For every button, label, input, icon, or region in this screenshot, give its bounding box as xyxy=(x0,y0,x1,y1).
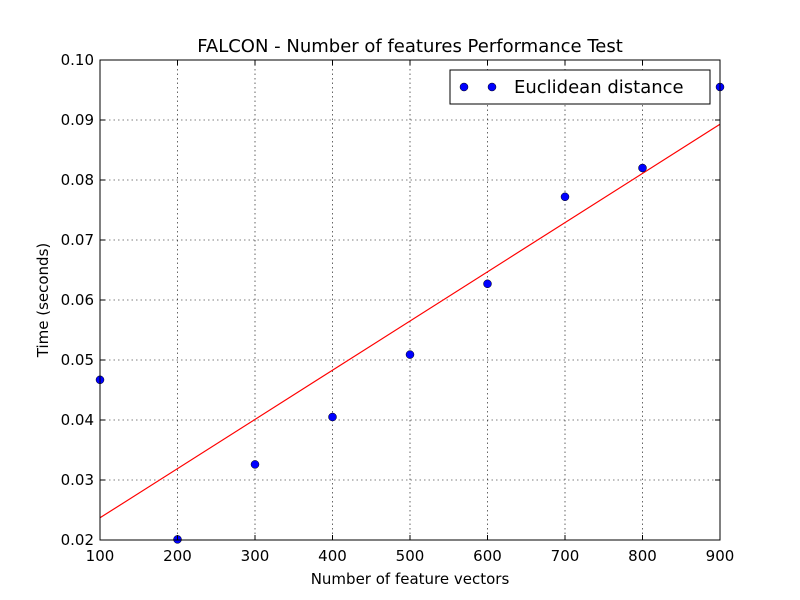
x-tick-label: 100 xyxy=(86,547,115,565)
data-point xyxy=(483,279,492,289)
legend-marker-1 xyxy=(459,82,469,92)
x-tick-label: 200 xyxy=(163,547,192,565)
x-tick-label: 500 xyxy=(396,547,425,565)
y-tick-label: 0.07 xyxy=(61,231,94,249)
data-point xyxy=(560,192,570,202)
data-point xyxy=(638,163,647,173)
data-point xyxy=(250,460,260,469)
y-tick-label: 0.04 xyxy=(61,411,94,429)
x-tick-label: 800 xyxy=(628,547,657,565)
x-tick-label: 600 xyxy=(473,547,502,565)
legend-marker-2 xyxy=(487,82,497,92)
legend: Euclidean distance xyxy=(449,69,711,105)
y-tick-label: 0.09 xyxy=(61,111,94,129)
fit-line xyxy=(99,123,721,519)
x-tick-label: 400 xyxy=(318,547,347,565)
legend-label: Euclidean distance xyxy=(514,77,684,98)
x-tick-label: 700 xyxy=(551,547,580,565)
y-tick-label: 0.03 xyxy=(61,471,94,489)
y-axis-label: Time (seconds) xyxy=(34,243,52,359)
ticks: 100 200 300 400 500 600 700 800 900 0.02 0.03 0.04 0… xyxy=(61,51,735,565)
data-point xyxy=(328,412,337,422)
x-axis-label: Number of feature vectors xyxy=(311,570,510,588)
chart-title: FALCON - Number of features Performance … xyxy=(197,36,623,57)
x-tick-label: 900 xyxy=(706,547,735,565)
y-tick-label: 0.08 xyxy=(61,171,94,189)
data-point xyxy=(405,350,415,359)
y-tick-label: 0.05 xyxy=(61,351,94,369)
y-tick-label: 0.02 xyxy=(61,531,94,549)
y-tick-label: 0.10 xyxy=(61,51,94,69)
x-tick-label: 300 xyxy=(241,547,270,565)
y-tick-label: 0.06 xyxy=(61,291,94,309)
grid xyxy=(100,60,720,540)
fit-layer xyxy=(99,123,721,519)
